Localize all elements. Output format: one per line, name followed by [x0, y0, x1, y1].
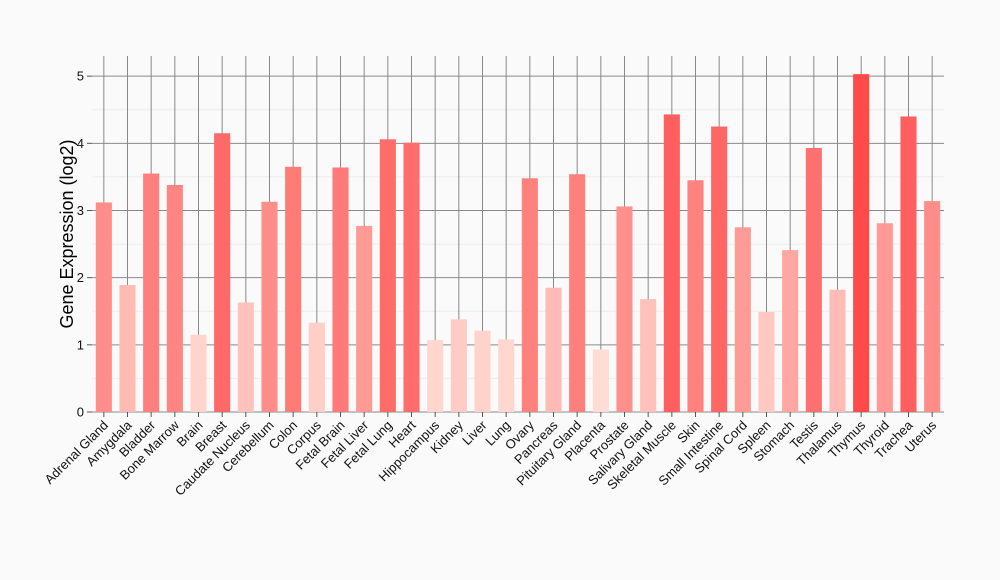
bars: [95, 74, 941, 413]
bar-pituitary-gland: [569, 174, 586, 412]
bar-adrenal-gland: [95, 202, 112, 412]
bar-brain: [190, 334, 207, 412]
bar-corpus: [308, 322, 325, 412]
bar-bone-marrow: [166, 184, 183, 412]
bar-heart: [403, 142, 420, 413]
bar-uterus: [924, 201, 941, 412]
bar-placenta: [592, 349, 609, 412]
bar-fetal-lung: [379, 139, 396, 412]
plot-background: [92, 56, 944, 412]
bar-stomach: [782, 250, 799, 412]
bar-skin: [687, 180, 704, 412]
y-tick-label: 5: [77, 69, 84, 84]
y-tick-label: 4: [77, 136, 84, 151]
bar-thalamus: [829, 289, 846, 412]
bar-skeletal-muscle: [663, 114, 680, 412]
bar-trachea: [900, 116, 917, 413]
x-tick-label: Liver: [459, 417, 490, 448]
bar-caudate-nucleus: [237, 302, 254, 412]
bar-spinal-cord: [734, 227, 751, 412]
bar-colon: [285, 166, 302, 412]
bar-breast: [214, 133, 231, 412]
bar-thymus: [853, 74, 870, 412]
bar-ovary: [521, 178, 538, 412]
bar-fetal-brain: [332, 167, 349, 412]
bar-bladder: [143, 173, 160, 412]
bar-thyroid: [876, 223, 893, 412]
bar-liver: [474, 330, 491, 412]
bar-kidney: [450, 319, 467, 412]
bar-pancreas: [545, 287, 562, 412]
y-tick-label: 2: [77, 270, 84, 285]
bar-testis: [805, 148, 822, 412]
bar-hippocampus: [427, 340, 444, 412]
y-axis-label: Gene Expression (log2): [57, 139, 77, 328]
bar-cerebellum: [261, 201, 278, 412]
bar-small-intestine: [711, 126, 728, 412]
bar-prostate: [616, 206, 633, 412]
bar-spleen: [758, 311, 775, 412]
bar-fetal-liver: [356, 225, 373, 412]
y-tick-label: 0: [77, 405, 84, 420]
y-axis: 0 1 2 3 4 5: [77, 69, 92, 420]
y-tick-label: 3: [77, 203, 84, 218]
bar-salivary-gland: [640, 299, 657, 412]
y-tick-label: 1: [77, 337, 84, 352]
bar-amygdala: [119, 285, 136, 412]
bar-lung: [498, 339, 515, 412]
